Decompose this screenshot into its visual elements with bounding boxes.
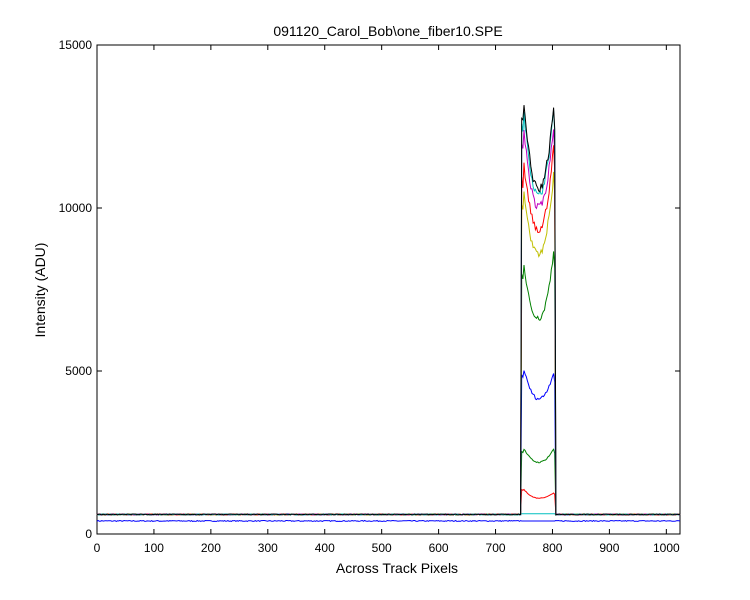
- x-axis-ticks: 0 100 200 300 400 500 600 700 800 900 1000: [94, 45, 680, 555]
- x-tick-label: 700: [486, 541, 506, 555]
- x-tick-label: 600: [429, 541, 449, 555]
- x-tick-label: 1000: [653, 541, 680, 555]
- x-tick-label: 800: [542, 541, 562, 555]
- x-tick-label: 300: [258, 541, 278, 555]
- y-axis-ticks: 0 5000 10000 15000: [59, 38, 680, 541]
- x-tick-label: 200: [201, 541, 221, 555]
- chart-title: 091120_Carol_Bob\one_fiber10.SPE: [273, 23, 502, 39]
- y-axis-label: Intensity (ADU): [32, 243, 48, 338]
- series-layer: [96, 105, 681, 523]
- x-tick-label: 900: [599, 541, 619, 555]
- y-tick-label: 5000: [65, 364, 92, 378]
- x-tick-label: 100: [144, 541, 164, 555]
- plot-area: [96, 44, 681, 535]
- series-line-1: [96, 519, 681, 523]
- x-tick-label: 0: [94, 541, 101, 555]
- y-tick-label: 0: [85, 527, 92, 541]
- x-axis-label: Across Track Pixels: [336, 560, 458, 576]
- x-tick-label: 400: [315, 541, 335, 555]
- y-tick-label: 15000: [59, 38, 93, 52]
- series-line-11: [96, 105, 681, 516]
- y-tick-label: 10000: [59, 201, 93, 215]
- x-tick-label: 500: [372, 541, 392, 555]
